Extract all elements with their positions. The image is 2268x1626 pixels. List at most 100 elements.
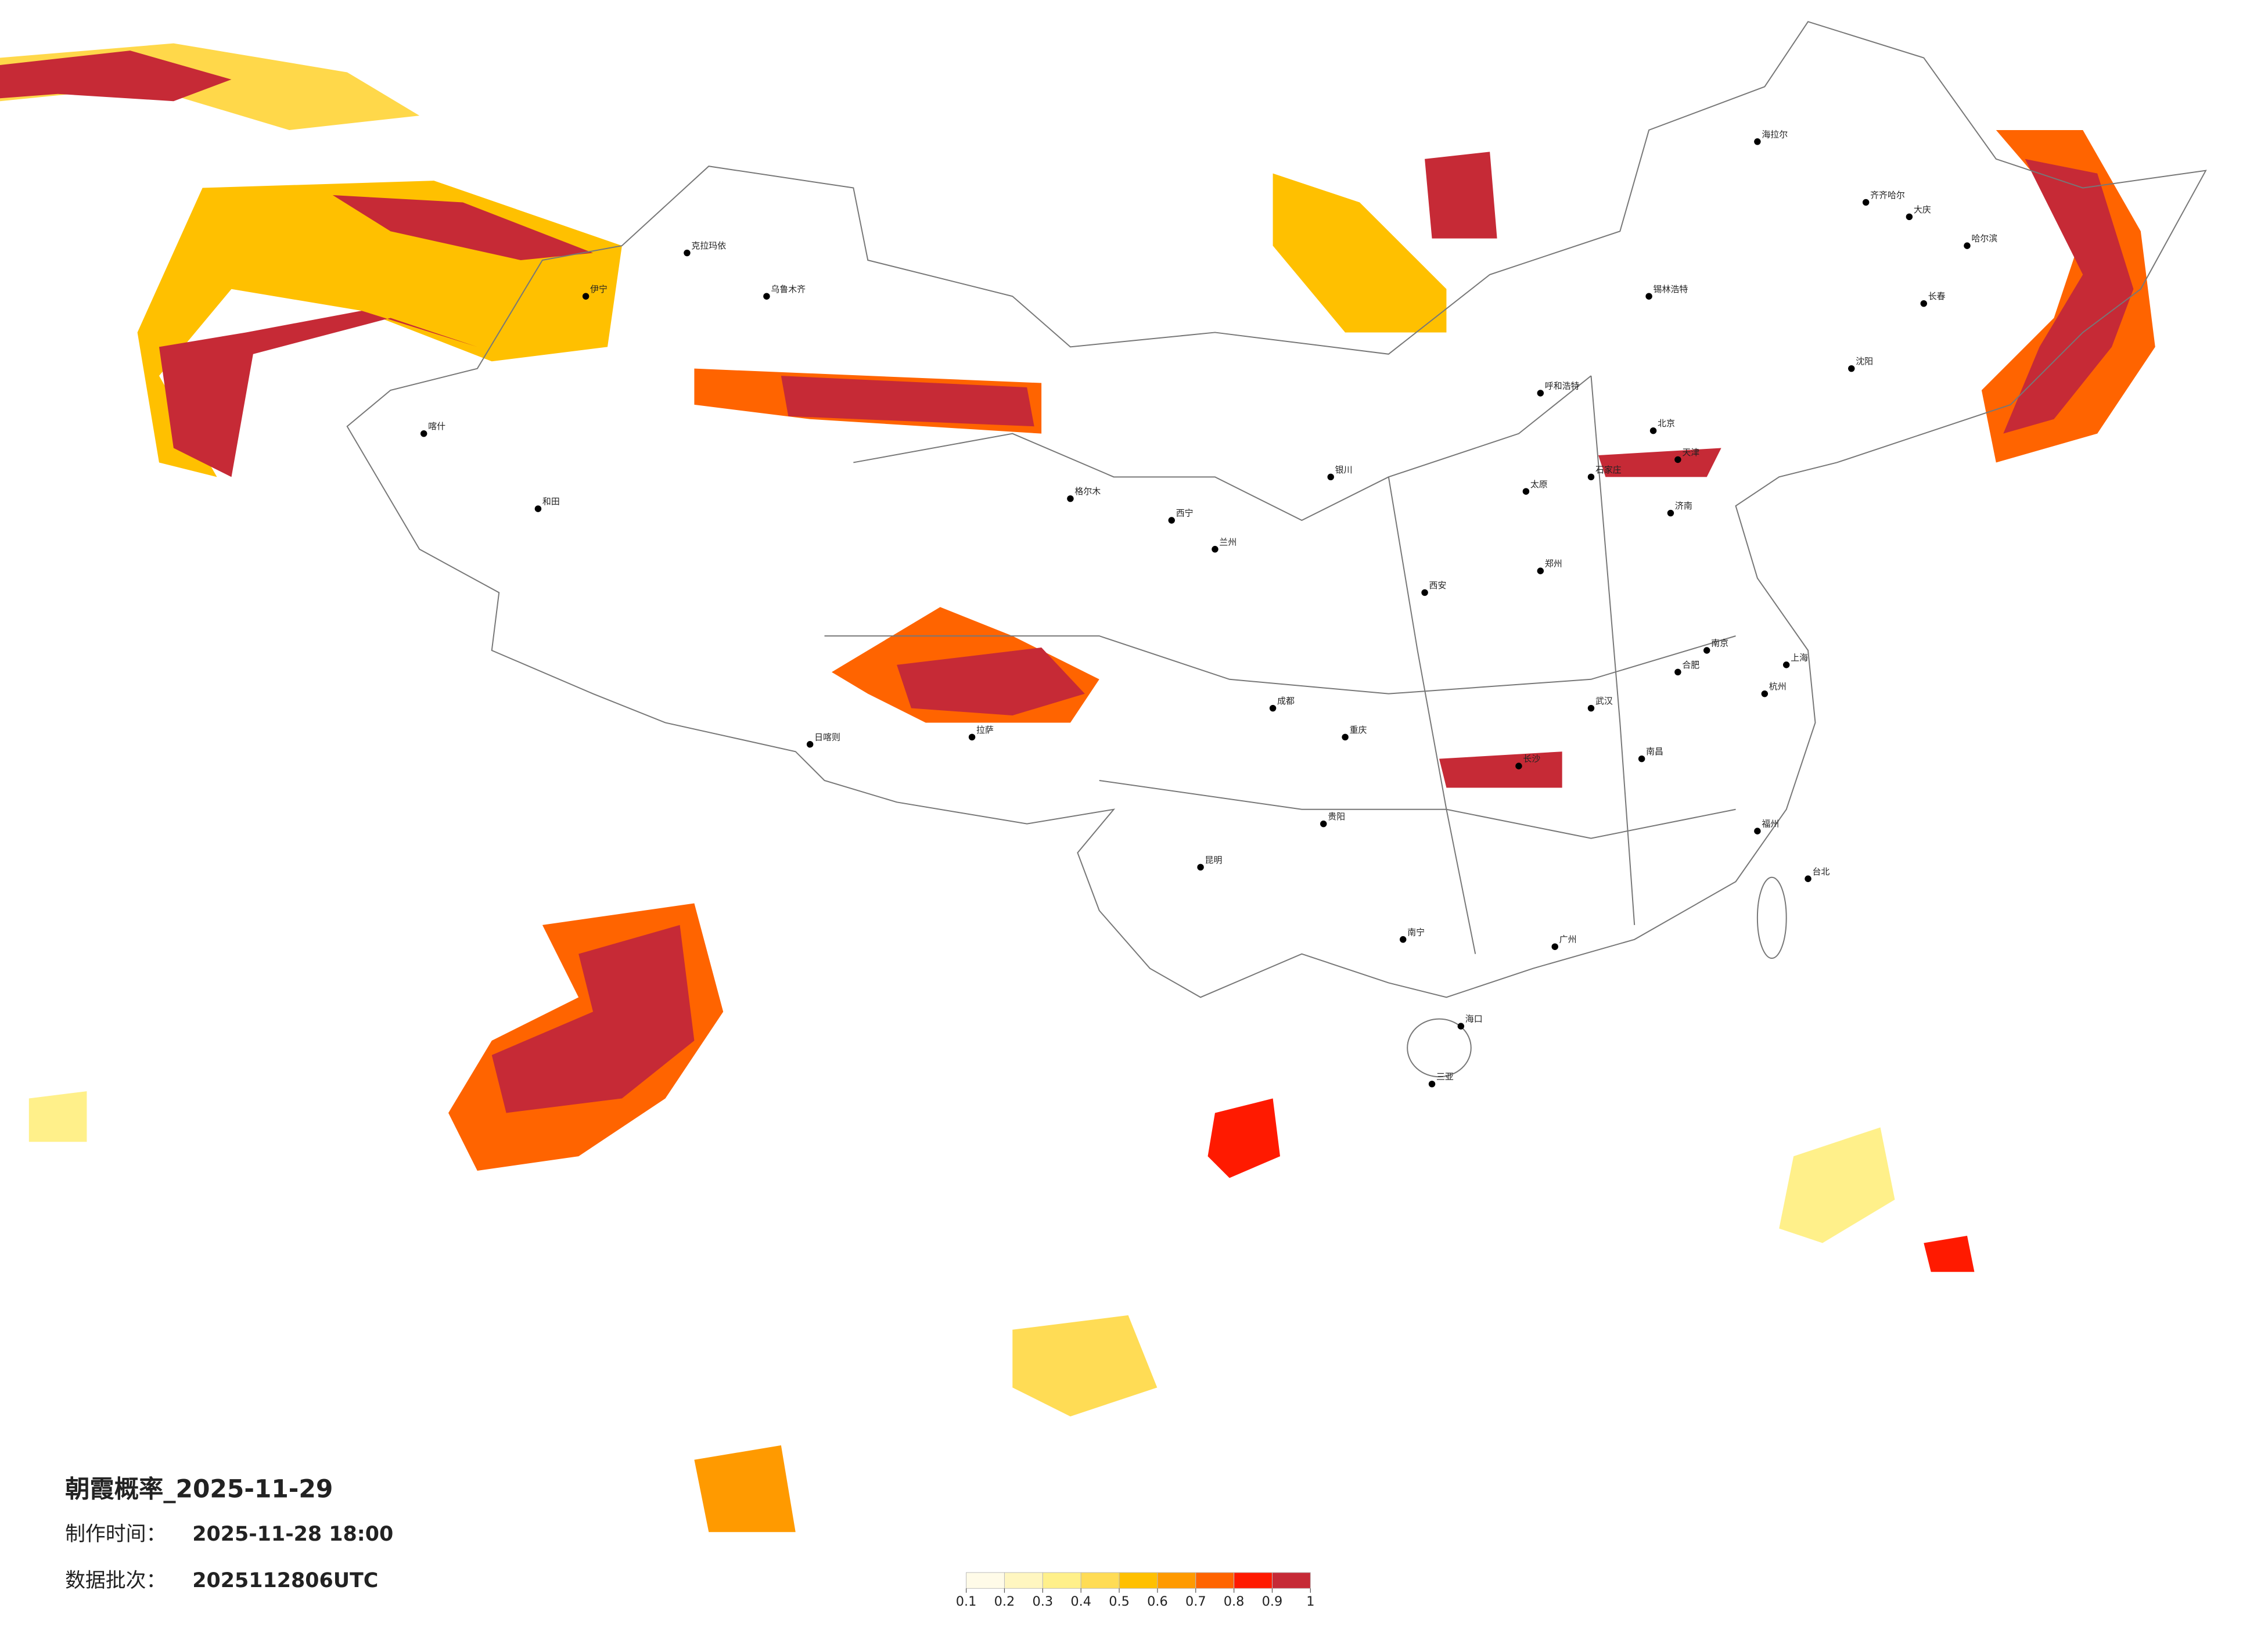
- field-blob: [1924, 1236, 1975, 1272]
- city-dot: [1703, 647, 1710, 654]
- colorbar-tick-label: 0.4: [1070, 1594, 1091, 1609]
- city-dot: [806, 741, 814, 748]
- city-dot: [1428, 1080, 1436, 1088]
- city-label: 拉萨: [976, 725, 994, 735]
- city-dot: [1197, 864, 1204, 871]
- city-label: 贵阳: [1328, 811, 1345, 822]
- city-label: 锡林浩特: [1654, 284, 1688, 294]
- city-label: 台北: [1813, 866, 1830, 877]
- city-label: 杭州: [1769, 681, 1787, 692]
- city-label: 沈阳: [1856, 356, 1873, 366]
- field-blob: [2003, 159, 2134, 434]
- city-label: 重庆: [1350, 725, 1367, 735]
- field-blob: [1012, 1315, 1158, 1417]
- city-dot: [420, 430, 427, 437]
- province-border: [1590, 376, 1636, 925]
- city-label: 南昌: [1646, 746, 1663, 757]
- city-label: 天津: [1682, 447, 1699, 458]
- colorbar-swatch: [1157, 1572, 1196, 1589]
- field-blob: [491, 924, 695, 1113]
- city-dot: [1645, 293, 1652, 300]
- city-dot: [1399, 936, 1407, 943]
- city-label: 西宁: [1176, 508, 1194, 519]
- city-dot: [1320, 820, 1327, 828]
- city-label: 广州: [1559, 934, 1577, 945]
- city-dot: [1964, 242, 1971, 249]
- city-label: 齐齐哈尔: [1870, 190, 1905, 200]
- field-blob: [1439, 751, 1562, 788]
- city-dot: [1638, 755, 1645, 762]
- city-dot: [1537, 567, 1544, 574]
- city-dot: [968, 733, 976, 741]
- city-label: 乌鲁木齐: [771, 284, 806, 294]
- made-value: 2025-11-28 18:00: [192, 1523, 393, 1546]
- colorbar-swatch: [1042, 1572, 1081, 1589]
- borders: [346, 21, 2207, 1078]
- city-label: 成都: [1277, 696, 1295, 706]
- field-blob: [0, 51, 232, 102]
- city-label: 和田: [542, 497, 560, 507]
- field-blob: [1207, 1098, 1281, 1178]
- city-dot: [1674, 668, 1681, 676]
- city-dot: [534, 505, 542, 512]
- city-label: 西安: [1429, 580, 1447, 591]
- city-dot: [1674, 456, 1681, 463]
- map-title: 朝霞概率_2025-11-29: [65, 1475, 333, 1503]
- city-label: 上海: [1791, 652, 1808, 663]
- city-dot: [1649, 427, 1657, 434]
- city-dot: [1537, 390, 1544, 397]
- colorbar-swatch: [1004, 1572, 1043, 1589]
- city-label: 北京: [1658, 418, 1675, 429]
- city-dot: [1587, 704, 1595, 712]
- city-label: 武汉: [1595, 696, 1613, 706]
- field-blob: [1273, 173, 1447, 333]
- city-label: 三亚: [1436, 1071, 1454, 1082]
- city-label: 伊宁: [590, 284, 608, 294]
- city-label: 银川: [1335, 465, 1353, 475]
- city-label: 兰州: [1219, 537, 1237, 547]
- city-dot: [1522, 488, 1530, 495]
- city-label: 呼和浩特: [1545, 381, 1580, 391]
- colorbar-tick-label: 0.9: [1262, 1594, 1283, 1609]
- city-dot: [1421, 589, 1428, 596]
- made-label: 制作时间：: [65, 1523, 166, 1546]
- colorbar-swatch: [1080, 1572, 1120, 1589]
- field-blob: [897, 647, 1085, 715]
- colorbar-swatch: [1195, 1572, 1235, 1589]
- city-label: 海拉尔: [1762, 129, 1788, 139]
- city-dot: [1754, 828, 1761, 834]
- province-border: [853, 375, 1592, 521]
- city-dot: [1920, 300, 1928, 307]
- city-dot: [1168, 517, 1175, 524]
- colorbar-swatch: [1119, 1572, 1158, 1589]
- field-blob: [1425, 152, 1497, 239]
- city-dot: [582, 293, 590, 300]
- city-dot: [1327, 473, 1334, 481]
- province-border: [824, 635, 1736, 695]
- city-dot: [1805, 875, 1811, 882]
- colorbar-swatch: [966, 1572, 1005, 1589]
- city-dot: [1212, 546, 1219, 553]
- city-label: 长沙: [1523, 754, 1540, 764]
- colorbar-tick-label: 0.2: [994, 1594, 1015, 1609]
- city-label: 海口: [1465, 1014, 1483, 1024]
- city-label: 长春: [1928, 291, 1946, 301]
- taiwan-outline: [1756, 876, 1787, 959]
- colorbar-swatch: [1271, 1572, 1311, 1589]
- city-label: 南京: [1711, 638, 1728, 649]
- field-blob: [694, 1445, 796, 1533]
- city-label: 日喀则: [814, 732, 840, 742]
- city-dot: [1761, 690, 1769, 697]
- probability-field: [0, 43, 2155, 1533]
- city-dot: [1551, 943, 1558, 950]
- city-dot: [684, 249, 691, 257]
- city-label: 哈尔滨: [1971, 233, 1997, 244]
- colorbar: 0.1 0.2 0.3 0.4 0.5 0.6 0.7 0.8 0.9 1: [956, 1572, 1314, 1609]
- city-dot: [1862, 199, 1870, 206]
- city-dot: [1667, 509, 1674, 517]
- city-label: 太原: [1530, 479, 1548, 490]
- field-blob: [332, 195, 594, 260]
